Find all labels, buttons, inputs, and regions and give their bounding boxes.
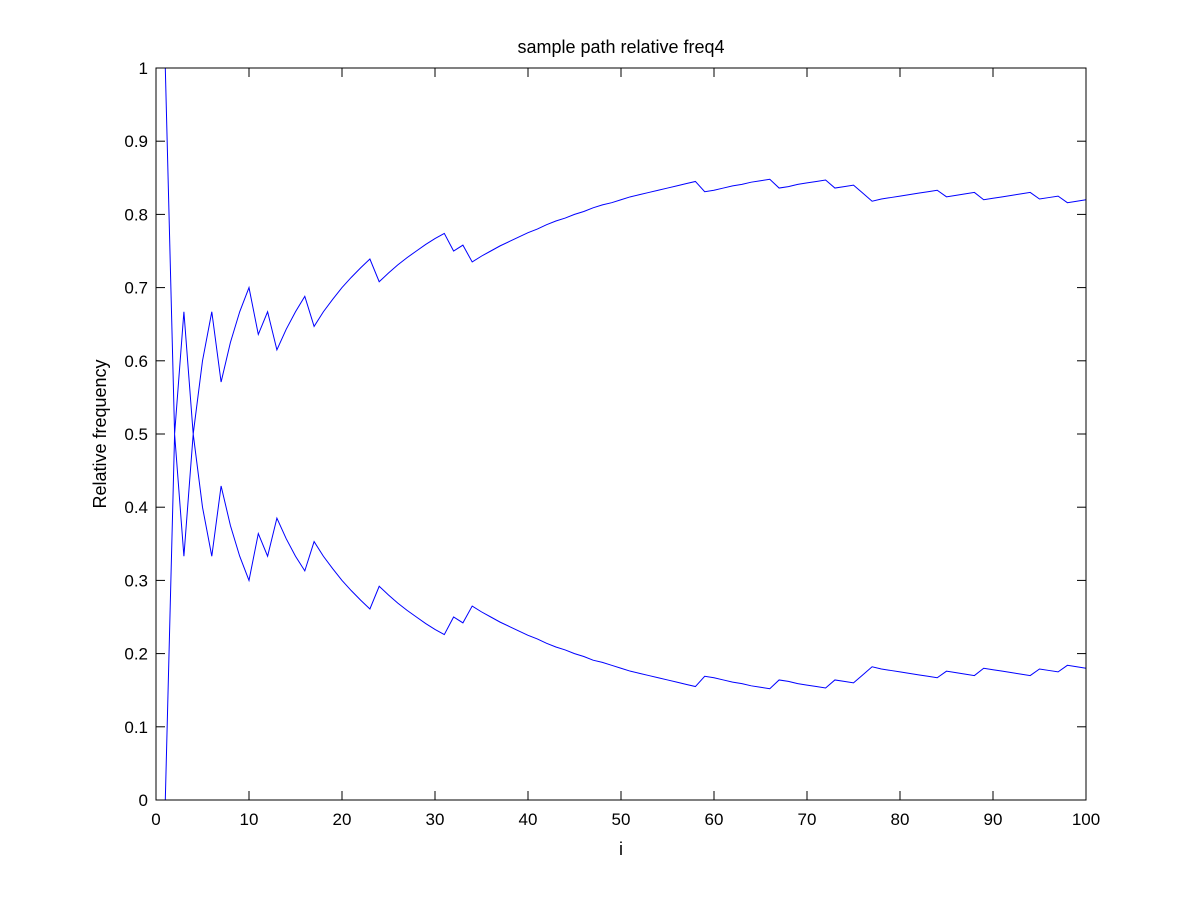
y-tick-label: 0.2	[124, 645, 148, 664]
series-line-2	[164, 433, 1087, 801]
y-tick-label: 0.9	[124, 132, 148, 151]
y-tick-label: 0.1	[124, 718, 148, 737]
x-tick-label: 70	[798, 810, 817, 829]
x-axis-ticks: 0 10 20 30 40 50 60 70 80 90 100	[151, 68, 1100, 829]
x-tick-label: 40	[519, 810, 538, 829]
y-tick-label: 0	[139, 791, 148, 810]
y-axis-ticks: 0 0.1 0.2 0.3 0.4 0.5 0.6 0.7 0.8 0.9 1	[124, 59, 1086, 810]
x-tick-label: 90	[984, 810, 1003, 829]
chart-title: sample path relative freq4	[517, 37, 724, 57]
x-tick-label: 0	[151, 810, 160, 829]
y-tick-label: 1	[139, 59, 148, 78]
x-tick-label: 80	[891, 810, 910, 829]
x-tick-label: 60	[705, 810, 724, 829]
x-tick-label: 50	[612, 810, 631, 829]
y-axis-label: Relative frequency	[90, 359, 110, 508]
series-line-1	[164, 67, 1087, 435]
y-tick-label: 0.7	[124, 279, 148, 298]
x-tick-label: 10	[240, 810, 259, 829]
y-tick-label: 0.3	[124, 571, 148, 590]
y-tick-label: 0.6	[124, 352, 148, 371]
x-axis-label: i	[619, 839, 623, 859]
x-tick-label: 30	[426, 810, 445, 829]
y-tick-label: 0.5	[124, 425, 148, 444]
series-layer	[164, 67, 1087, 801]
y-tick-label: 0.4	[124, 498, 148, 517]
plot-background	[156, 68, 1086, 800]
x-tick-label: 100	[1072, 810, 1100, 829]
x-tick-label: 20	[333, 810, 352, 829]
plot-frame	[155, 67, 1087, 801]
y-tick-label: 0.8	[124, 205, 148, 224]
